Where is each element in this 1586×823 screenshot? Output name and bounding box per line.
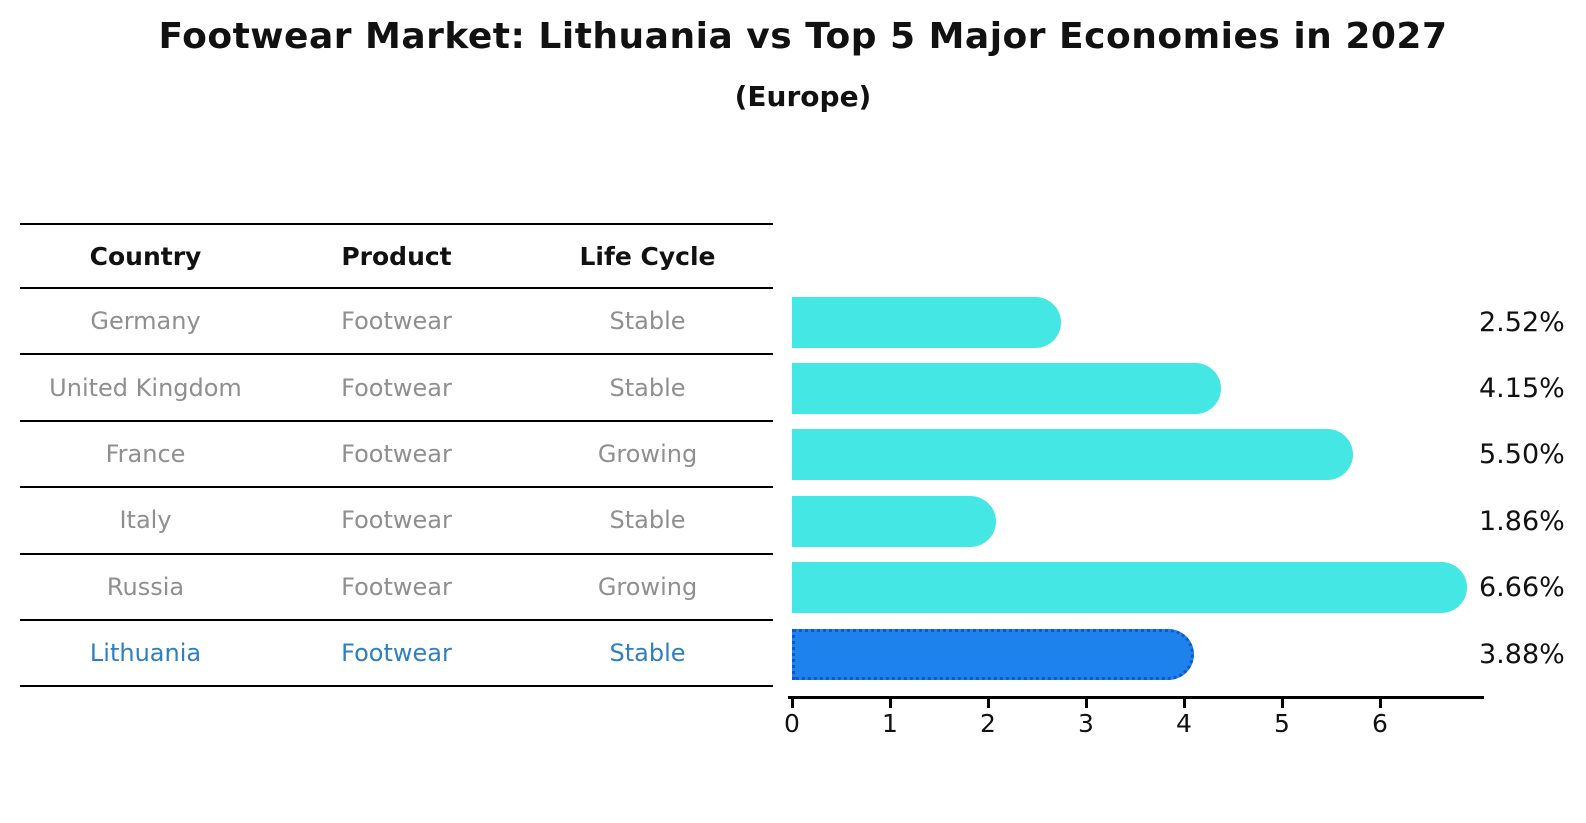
x-axis: 0 1 2 3 4 5 6 <box>784 696 1487 738</box>
cell-country: Italy <box>119 506 172 535</box>
cell-country: United Kingdom <box>49 373 242 402</box>
cell-country: Lithuania <box>89 639 202 668</box>
value-label-italy: 1.86% <box>1479 505 1565 537</box>
table-row: France Footwear Growing <box>20 422 773 489</box>
x-tick-label: 2 <box>980 709 996 738</box>
x-tick-label: 0 <box>784 709 800 738</box>
value-label-lithuania: 3.88% <box>1479 638 1565 670</box>
bar-germany <box>792 296 1061 348</box>
x-tick-label: 1 <box>882 709 898 738</box>
table-row: Italy Footwear Stable <box>20 488 773 555</box>
chart-subtitle: (Europe) <box>734 80 872 113</box>
cell-lifecycle: Stable <box>609 639 686 668</box>
cell-product: Footwear <box>341 506 452 535</box>
x-tick-label: 5 <box>1274 709 1290 738</box>
cell-lifecycle: Stable <box>609 373 686 402</box>
table-header-row: Country Product Life Cycle <box>20 223 773 289</box>
chart-title: Footwear Market: Lithuania vs Top 5 Majo… <box>158 16 1448 57</box>
value-labels: 2.52% 4.15% 5.50% 1.86% 6.66% 3.88% <box>1479 289 1586 687</box>
bar-france <box>792 429 1353 481</box>
table-row: Russia Footwear Growing <box>20 555 773 621</box>
cell-country: France <box>105 439 186 468</box>
table-row-highlighted: Lithuania Footwear Stable <box>20 621 773 688</box>
cell-product: Footwear <box>341 307 452 336</box>
value-label-russia: 6.66% <box>1479 572 1565 604</box>
x-tick-label: 6 <box>1372 709 1388 738</box>
cell-product: Footwear <box>341 373 452 402</box>
bar-plot-area <box>792 289 1492 687</box>
header-lifecycle: Life Cycle <box>579 241 716 271</box>
cell-product: Footwear <box>341 572 452 601</box>
value-label-united-kingdom: 4.15% <box>1479 373 1565 405</box>
cell-lifecycle: Stable <box>609 307 686 336</box>
header-product: Product <box>341 241 452 271</box>
header-country: Country <box>89 241 202 271</box>
value-label-france: 5.50% <box>1479 439 1565 471</box>
value-label-germany: 2.52% <box>1479 306 1565 338</box>
cell-country: Germany <box>90 307 201 336</box>
bar-lithuania-highlighted <box>792 628 1195 680</box>
table-row: United Kingdom Footwear Stable <box>20 355 773 422</box>
cell-lifecycle: Growing <box>597 439 698 468</box>
bar-united-kingdom <box>792 363 1221 415</box>
x-axis-line <box>788 696 1484 699</box>
table-row: Germany Footwear Stable <box>20 289 773 356</box>
bar-russia <box>792 562 1467 614</box>
cell-lifecycle: Stable <box>609 506 686 535</box>
bar-italy <box>792 495 997 547</box>
cell-country: Russia <box>106 572 185 601</box>
cell-lifecycle: Growing <box>597 572 698 601</box>
x-tick-label: 3 <box>1078 709 1094 738</box>
x-tick-label: 4 <box>1176 709 1192 738</box>
country-table: Country Product Life Cycle Germany Footw… <box>20 223 773 688</box>
cell-product: Footwear <box>341 639 452 668</box>
cell-product: Footwear <box>341 439 452 468</box>
